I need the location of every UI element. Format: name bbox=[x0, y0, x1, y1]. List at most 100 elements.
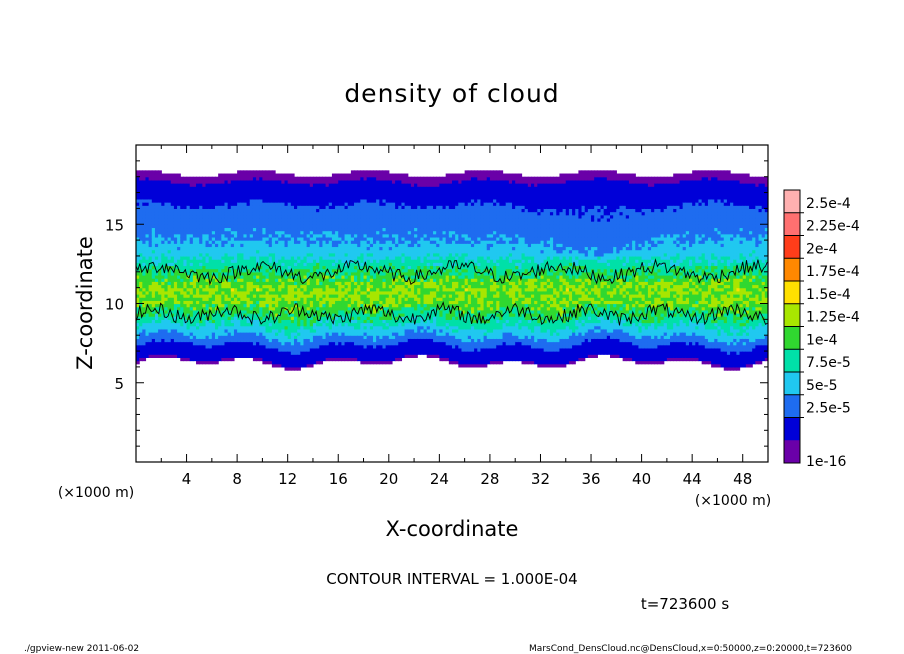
heatmap-cell bbox=[319, 249, 324, 254]
heatmap-cell bbox=[180, 179, 184, 184]
heatmap-cell bbox=[357, 186, 361, 190]
heatmap-cell bbox=[391, 347, 396, 352]
heatmap-cell bbox=[183, 202, 188, 206]
heatmap-cell bbox=[136, 198, 140, 203]
heatmap-cell bbox=[388, 347, 393, 352]
heatmap-cell bbox=[373, 217, 377, 222]
heatmap-cell bbox=[335, 328, 339, 333]
heatmap-cell bbox=[281, 351, 286, 355]
heatmap-cell bbox=[186, 332, 191, 336]
heatmap-cell bbox=[373, 268, 377, 273]
heatmap-cell bbox=[211, 309, 216, 314]
heatmap-cell bbox=[183, 341, 188, 346]
heatmap-cell bbox=[205, 255, 210, 260]
heatmap-cell bbox=[366, 268, 371, 273]
heatmap-cell bbox=[284, 360, 289, 365]
heatmap-cell bbox=[249, 259, 254, 263]
heatmap-cell bbox=[278, 233, 282, 238]
heatmap-cell bbox=[360, 297, 365, 301]
heatmap-cell bbox=[309, 306, 314, 311]
heatmap-cell bbox=[347, 271, 352, 276]
heatmap-cell bbox=[154, 284, 159, 289]
heatmap-cell bbox=[350, 179, 355, 184]
heatmap-cell bbox=[271, 284, 276, 289]
heatmap-cell bbox=[243, 255, 248, 260]
heatmap-cell bbox=[246, 240, 251, 244]
heatmap-cell bbox=[211, 205, 216, 209]
heatmap-cell bbox=[170, 303, 175, 308]
heatmap-cell bbox=[303, 179, 308, 184]
heatmap-cell bbox=[158, 322, 162, 327]
heatmap-cell bbox=[227, 192, 232, 197]
heatmap-cell bbox=[306, 293, 311, 298]
heatmap-cell bbox=[237, 192, 241, 197]
heatmap-cell bbox=[196, 325, 200, 330]
heatmap-cell bbox=[202, 274, 207, 279]
heatmap-cell bbox=[230, 236, 235, 241]
heatmap-cell bbox=[391, 357, 396, 362]
heatmap-cell bbox=[246, 198, 251, 203]
heatmap-cell bbox=[322, 293, 327, 298]
heatmap-cell bbox=[312, 246, 317, 251]
heatmap-cell bbox=[221, 179, 226, 184]
heatmap-cell bbox=[164, 322, 169, 327]
heatmap-cell bbox=[350, 341, 355, 346]
heatmap-cell bbox=[395, 240, 399, 244]
heatmap-cell bbox=[369, 217, 374, 222]
heatmap-cell bbox=[268, 211, 273, 216]
heatmap-cell bbox=[221, 268, 226, 273]
heatmap-cell bbox=[294, 233, 298, 238]
heatmap-cell bbox=[183, 354, 188, 358]
heatmap-cell bbox=[154, 347, 159, 352]
heatmap-cell bbox=[148, 243, 153, 248]
heatmap-cell bbox=[297, 230, 301, 235]
heatmap-cell bbox=[319, 319, 324, 324]
heatmap-cell bbox=[385, 274, 390, 279]
heatmap-cell bbox=[148, 274, 153, 279]
heatmap-cell bbox=[148, 287, 153, 292]
heatmap-cell bbox=[199, 205, 203, 209]
heatmap-cell bbox=[328, 354, 333, 358]
heatmap-cell bbox=[259, 297, 263, 301]
heatmap-cell bbox=[309, 179, 314, 184]
heatmap-cell bbox=[350, 246, 355, 251]
heatmap-cell bbox=[306, 357, 311, 362]
heatmap-cell bbox=[145, 205, 150, 209]
heatmap-cell bbox=[237, 284, 241, 289]
heatmap-cell bbox=[350, 274, 355, 279]
heatmap-cell bbox=[265, 265, 270, 270]
heatmap-cell bbox=[262, 268, 267, 273]
heatmap-cell bbox=[360, 173, 365, 178]
heatmap-cell bbox=[262, 262, 267, 267]
heatmap-cell bbox=[338, 173, 342, 178]
heatmap-cell bbox=[350, 325, 355, 330]
heatmap-cell bbox=[221, 316, 226, 320]
heatmap-cell bbox=[306, 224, 311, 229]
heatmap-cell bbox=[183, 230, 188, 235]
heatmap-cell bbox=[136, 338, 140, 343]
heatmap-cell bbox=[366, 303, 371, 308]
heatmap-cell bbox=[363, 290, 368, 295]
heatmap-cell bbox=[158, 281, 162, 286]
heatmap-cell bbox=[151, 287, 156, 292]
heatmap-cell bbox=[312, 176, 317, 181]
heatmap-cell bbox=[177, 287, 181, 292]
heatmap-cell bbox=[199, 290, 203, 295]
heatmap-cell bbox=[265, 271, 270, 276]
heatmap-cell bbox=[300, 360, 305, 365]
heatmap-cell bbox=[303, 319, 308, 324]
heatmap-cell bbox=[243, 328, 248, 333]
heatmap-cell bbox=[148, 186, 153, 190]
heatmap-cell bbox=[278, 360, 282, 365]
heatmap-cell bbox=[186, 249, 191, 254]
heatmap-cell bbox=[227, 281, 232, 286]
heatmap-cell bbox=[300, 208, 305, 213]
heatmap-cell bbox=[287, 284, 292, 289]
heatmap-cell bbox=[363, 319, 368, 324]
heatmap-cell bbox=[316, 347, 320, 352]
heatmap-cell bbox=[385, 278, 390, 282]
heatmap-cell bbox=[265, 313, 270, 317]
heatmap-cell bbox=[164, 268, 169, 273]
heatmap-cell bbox=[262, 274, 267, 279]
heatmap-cell bbox=[224, 233, 229, 238]
